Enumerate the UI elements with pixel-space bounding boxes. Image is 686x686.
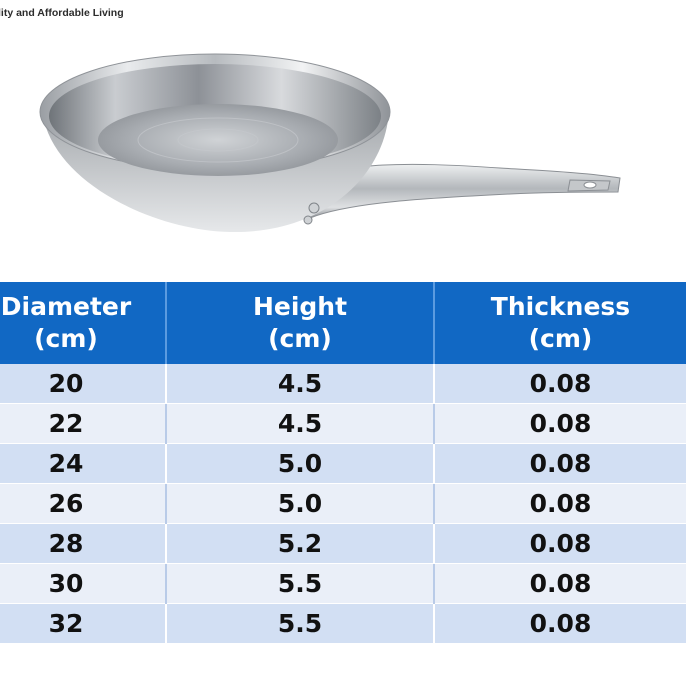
brand-tagline: lity and Affordable Living bbox=[0, 7, 124, 19]
cell-height: 4.5 bbox=[166, 403, 435, 444]
header-diameter-label: Diameter bbox=[0, 292, 132, 321]
cell-diameter: 22 bbox=[0, 403, 167, 444]
table-row: 24 5.0 0.08 bbox=[0, 443, 686, 484]
cell-height: 5.5 bbox=[166, 603, 435, 644]
table-row: 30 5.5 0.08 bbox=[0, 563, 686, 604]
header-thickness-label: Thickness bbox=[490, 292, 631, 321]
pan-spec-table: Diameter (cm) Height (cm) Thickness (cm)… bbox=[0, 282, 686, 644]
cell-height: 4.5 bbox=[166, 364, 435, 404]
header-height-label: Height bbox=[252, 292, 348, 321]
header-thickness: Thickness (cm) bbox=[434, 282, 686, 364]
cell-diameter: 32 bbox=[0, 603, 167, 644]
cell-height: 5.2 bbox=[166, 523, 435, 564]
cell-height: 5.0 bbox=[166, 443, 435, 484]
header-height-unit: (cm) bbox=[268, 324, 332, 353]
table-row: 20 4.5 0.08 bbox=[0, 364, 686, 404]
cell-thickness: 0.08 bbox=[434, 443, 686, 484]
table-row: 22 4.5 0.08 bbox=[0, 403, 686, 444]
cell-height: 5.5 bbox=[166, 563, 435, 604]
cell-diameter: 28 bbox=[0, 523, 167, 564]
frying-pan-image bbox=[39, 53, 621, 233]
header-diameter-unit: (cm) bbox=[34, 324, 98, 353]
cell-thickness: 0.08 bbox=[434, 563, 686, 604]
cell-thickness: 0.08 bbox=[434, 403, 686, 444]
table-row: 26 5.0 0.08 bbox=[0, 483, 686, 524]
header-thickness-unit: (cm) bbox=[528, 324, 593, 353]
cell-height: 5.0 bbox=[166, 483, 435, 524]
cell-diameter: 30 bbox=[0, 563, 167, 604]
table-row: 28 5.2 0.08 bbox=[0, 523, 686, 564]
header-diameter: Diameter (cm) bbox=[0, 282, 167, 364]
cell-thickness: 0.08 bbox=[434, 483, 686, 524]
cell-diameter: 26 bbox=[0, 483, 167, 524]
cell-thickness: 0.08 bbox=[434, 364, 686, 404]
header-height: Height (cm) bbox=[166, 282, 435, 364]
cell-thickness: 0.08 bbox=[434, 603, 686, 644]
cell-diameter: 24 bbox=[0, 443, 167, 484]
table-row: 32 5.5 0.08 bbox=[0, 603, 686, 644]
cell-thickness: 0.08 bbox=[434, 523, 686, 564]
table-header-row: Diameter (cm) Height (cm) Thickness (cm) bbox=[0, 282, 686, 364]
cell-diameter: 20 bbox=[0, 364, 167, 404]
